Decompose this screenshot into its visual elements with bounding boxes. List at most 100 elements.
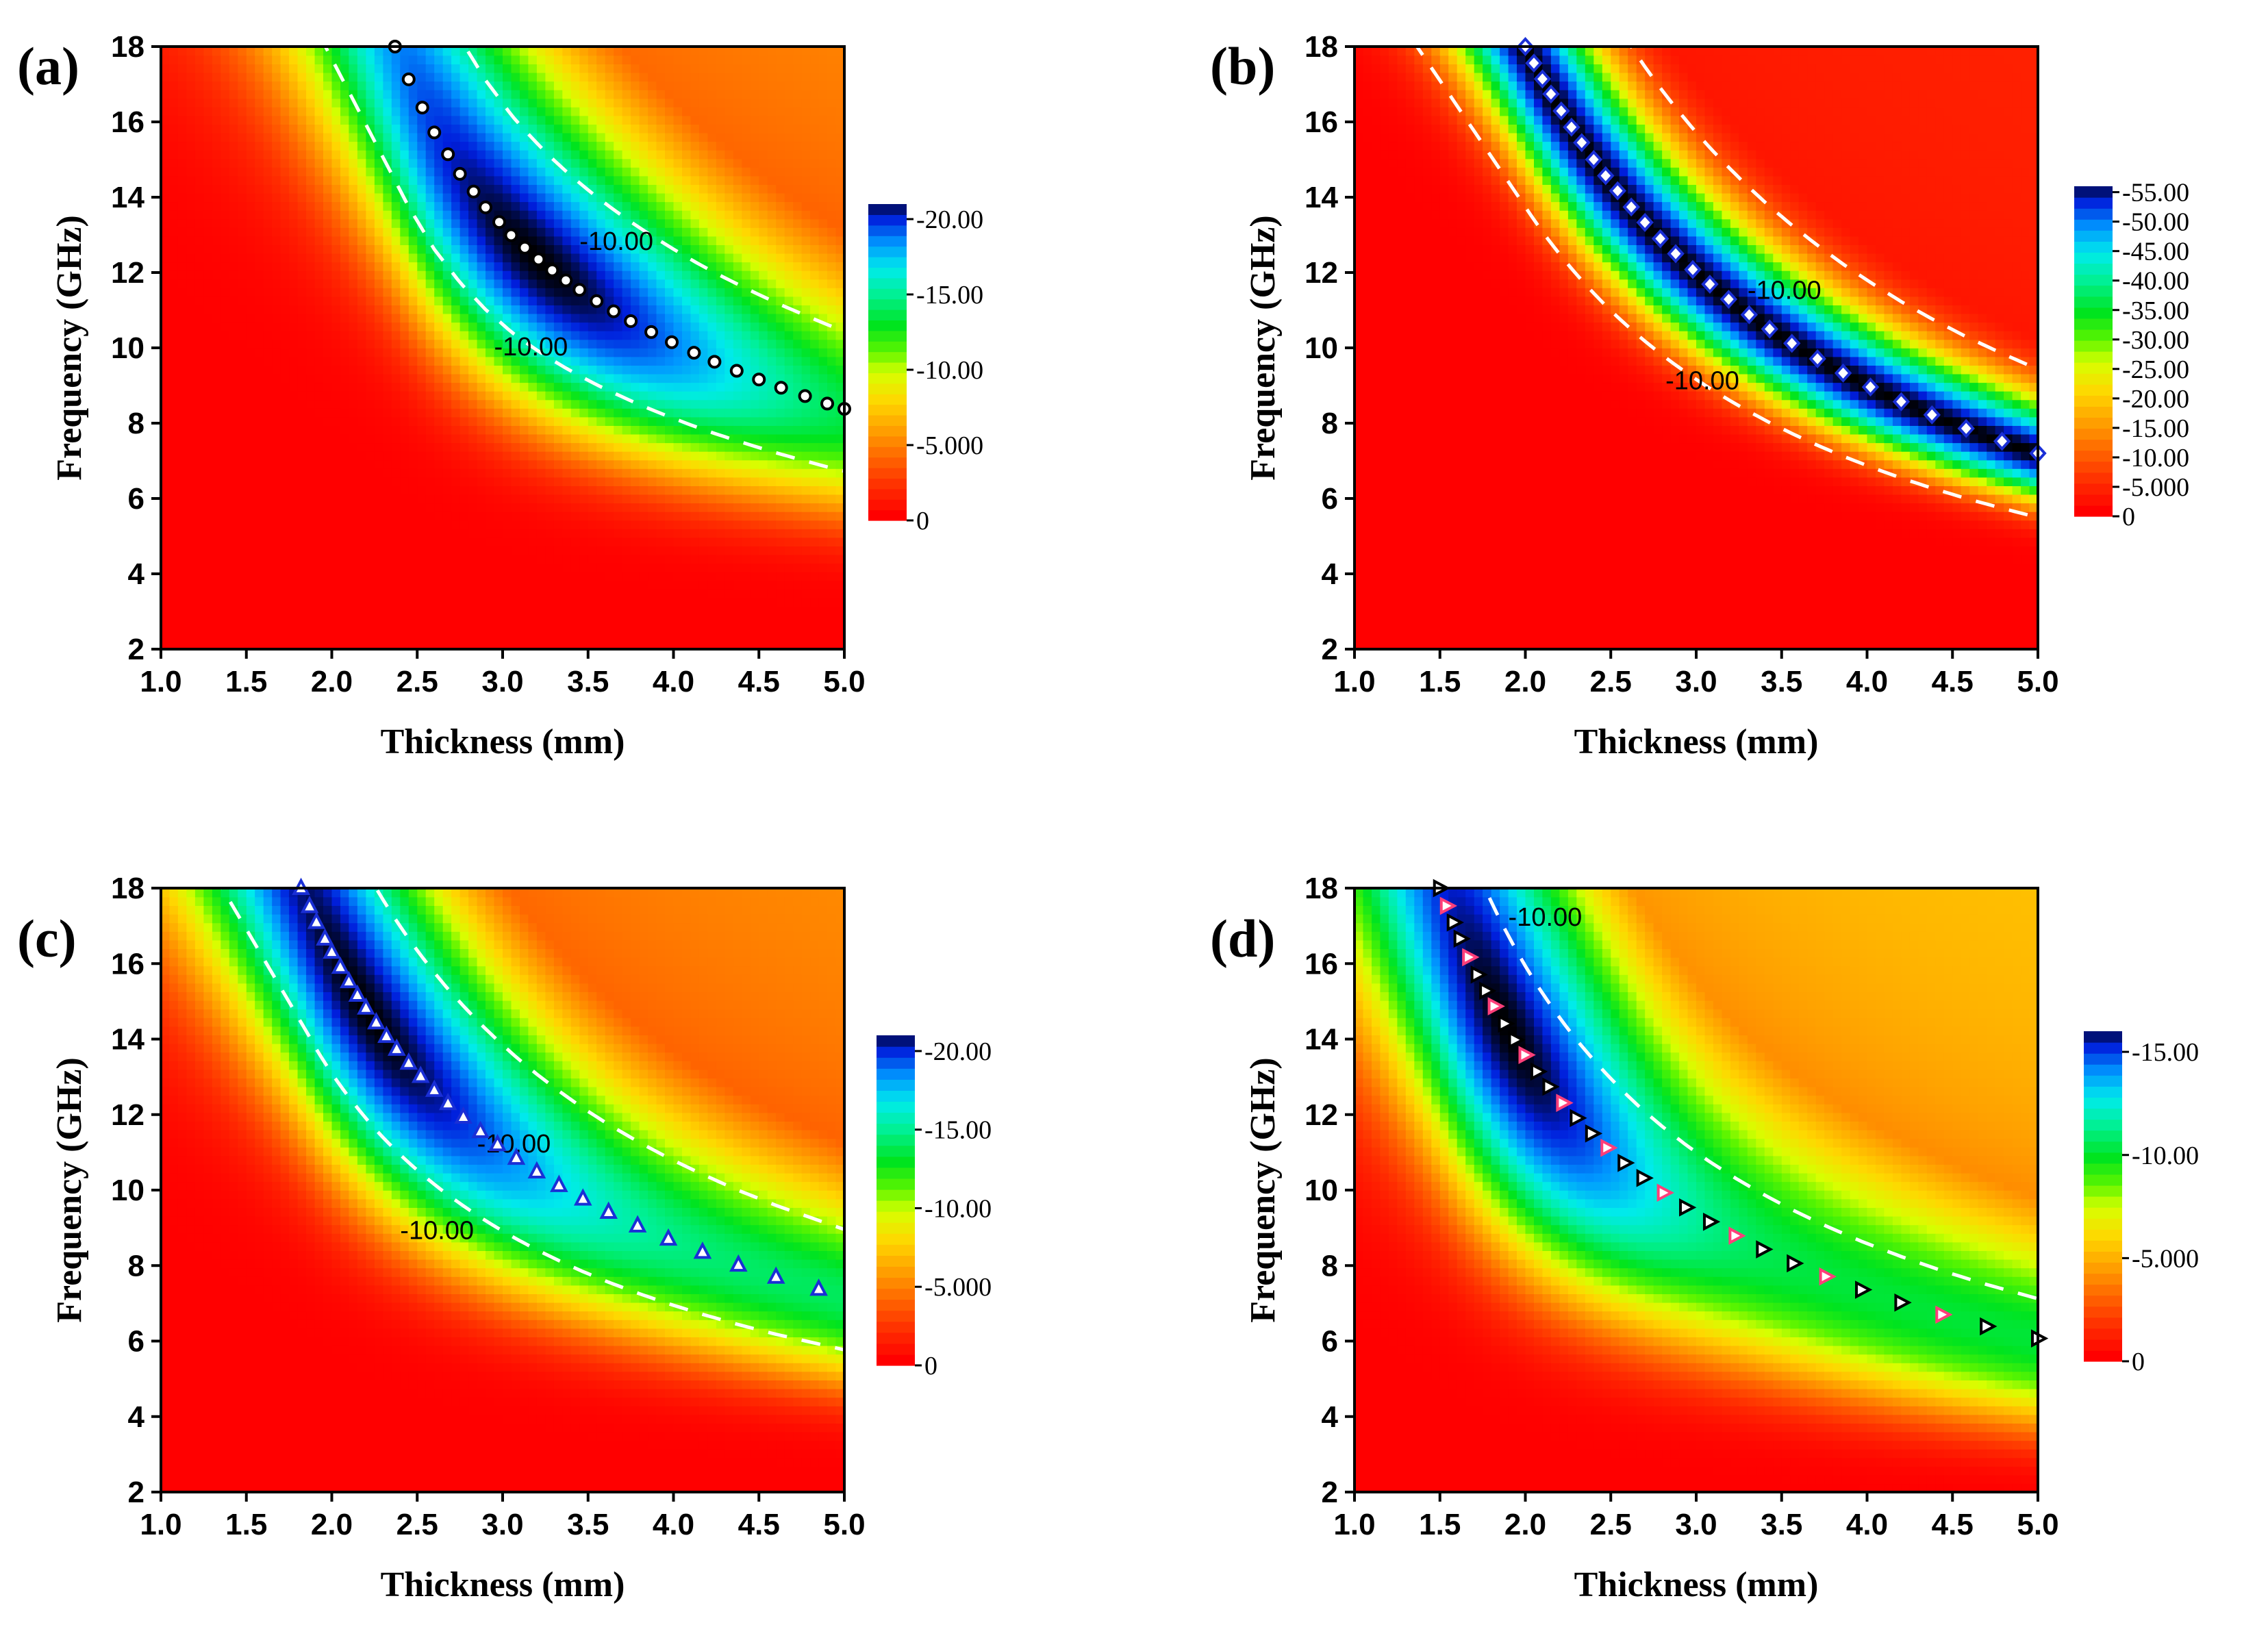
heatmap-cell: [511, 98, 520, 108]
heatmap-cell: [220, 348, 230, 357]
heatmap-cell: [280, 167, 290, 177]
heatmap-cell: [331, 433, 341, 444]
heatmap-cell: [331, 305, 341, 314]
heatmap-cell: [255, 81, 264, 90]
heatmap-cell: [690, 313, 700, 323]
heatmap-cell: [383, 571, 392, 581]
heatmap-cell: [486, 192, 495, 203]
heatmap-cell: [528, 288, 538, 297]
heatmap-cell: [297, 192, 307, 203]
heatmap-cell: [656, 72, 666, 82]
heatmap-cell: [434, 390, 444, 401]
heatmap-cell: [673, 554, 683, 564]
heatmap-cell: [528, 192, 538, 203]
heatmap-cell: [357, 305, 367, 314]
heatmap-cell: [520, 192, 529, 203]
heatmap-cell: [417, 270, 427, 280]
heatmap-cell: [220, 175, 230, 185]
heatmap-cell: [759, 580, 768, 590]
heatmap-cell: [494, 494, 503, 504]
heatmap-cell: [349, 365, 358, 375]
heatmap-cell: [280, 580, 290, 590]
heatmap-cell: [622, 124, 631, 134]
heatmap-cell: [263, 563, 273, 572]
heatmap-cell: [434, 218, 444, 228]
heatmap-cell: [562, 262, 572, 271]
heatmap-cell: [272, 580, 281, 590]
heatmap-cell: [588, 98, 598, 108]
heatmap-cell: [255, 184, 264, 194]
heatmap-cell: [289, 451, 299, 461]
heatmap-cell: [631, 81, 640, 90]
heatmap-cell: [528, 356, 538, 366]
heatmap-cell: [366, 158, 375, 168]
heatmap-cell: [477, 64, 486, 73]
heatmap-cell: [349, 227, 358, 237]
heatmap-cell: [596, 425, 606, 435]
heatmap-cell: [238, 459, 247, 469]
heatmap-cell: [733, 305, 743, 314]
heatmap-cell: [451, 192, 461, 203]
heatmap-cell: [459, 236, 469, 245]
heatmap-cell: [759, 503, 768, 512]
heatmap-cell: [545, 288, 555, 297]
heatmap-cell: [588, 416, 598, 426]
heatmap-cell: [203, 623, 213, 633]
heatmap-cell: [648, 571, 657, 581]
heatmap-cell: [203, 563, 213, 572]
heatmap-cell: [536, 279, 546, 288]
heatmap-cell: [639, 580, 648, 590]
heatmap-cell: [383, 477, 392, 486]
heatmap-cell: [331, 485, 341, 495]
heatmap-cell: [707, 218, 717, 228]
heatmap-cell: [246, 175, 256, 185]
heatmap-cell: [536, 296, 546, 305]
heatmap-cell: [297, 580, 307, 590]
heatmap-cell: [349, 218, 358, 228]
heatmap-cell: [297, 477, 307, 486]
heatmap-cell: [605, 614, 614, 624]
heatmap-cell: [297, 64, 307, 73]
heatmap-cell: [417, 529, 427, 538]
heatmap-cell: [588, 141, 598, 151]
heatmap-cell: [357, 416, 367, 426]
heatmap-cell: [212, 115, 222, 125]
heatmap-cell: [255, 262, 264, 271]
heatmap-cell: [391, 218, 401, 228]
heatmap-cell: [246, 597, 256, 607]
heatmap-cell: [212, 606, 222, 616]
heatmap-cell: [357, 149, 367, 160]
heatmap-cell: [434, 631, 444, 642]
heatmap-cell: [383, 288, 392, 297]
heatmap-cell: [246, 468, 256, 478]
heatmap-cell: [246, 589, 256, 598]
heatmap-cell: [724, 468, 734, 478]
heatmap-cell: [707, 47, 717, 56]
heatmap-cell: [698, 399, 709, 409]
heatmap-cell: [553, 296, 564, 305]
heatmap-cell: [553, 571, 564, 581]
heatmap-cell: [724, 210, 734, 220]
heatmap-cell: [605, 81, 614, 90]
heatmap-cell: [665, 296, 675, 305]
heatmap-cell: [511, 124, 520, 134]
heatmap-cell: [451, 580, 461, 590]
heatmap-cell: [648, 416, 657, 426]
heatmap-cell: [570, 477, 581, 486]
heatmap-cell: [570, 571, 581, 581]
heatmap-cell: [229, 356, 239, 366]
heatmap-cell: [596, 537, 606, 546]
heatmap-cell: [520, 132, 529, 142]
heatmap-cell: [169, 459, 179, 469]
heatmap-cell: [297, 227, 307, 237]
heatmap-cell: [161, 511, 171, 521]
heatmap-cell: [255, 442, 264, 452]
heatmap-cell: [724, 72, 734, 82]
heatmap-cell: [246, 580, 256, 590]
heatmap-cell: [707, 546, 717, 555]
heatmap-cell: [255, 623, 264, 633]
heatmap-cell: [494, 571, 503, 581]
heatmap-cell: [486, 589, 495, 598]
heatmap-cell: [297, 330, 307, 340]
heatmap-cell: [767, 597, 777, 607]
